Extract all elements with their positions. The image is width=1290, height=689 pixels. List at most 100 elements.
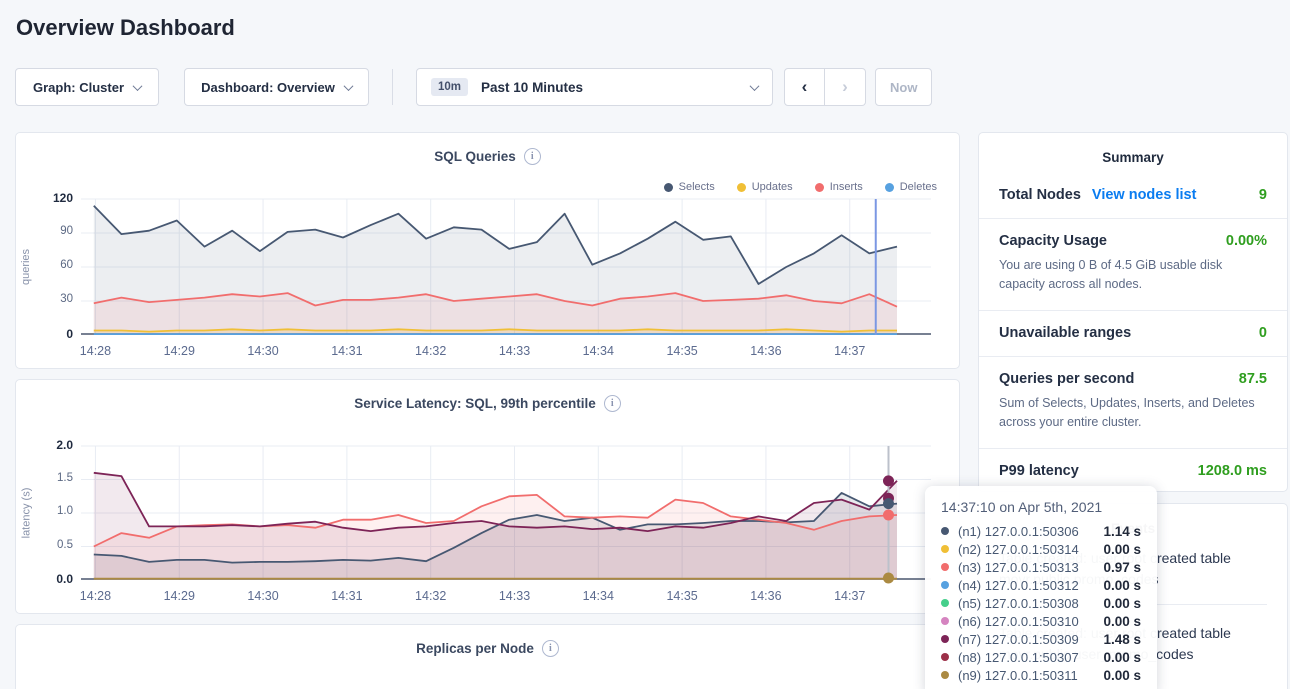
tooltip-timestamp: 14:37:10 on Apr 5th, 2021 xyxy=(941,499,1141,515)
summary-row-label: P99 latency xyxy=(999,463,1079,479)
x-tick-label: 14:31 xyxy=(331,589,362,603)
series-color-dot xyxy=(941,635,949,643)
x-tick-label: 14:28 xyxy=(80,589,111,603)
x-tick-label: 14:36 xyxy=(750,589,781,603)
summary-row-value: 1208.0 ms xyxy=(1198,463,1267,479)
tooltip-node-label: (n5) 127.0.0.1:50308 xyxy=(958,596,1103,611)
tooltip-row: (n1) 127.0.0.1:503061.14 s xyxy=(941,522,1141,540)
tooltip-row: (n7) 127.0.0.1:503091.48 s xyxy=(941,630,1141,648)
tooltip-node-label: (n9) 127.0.0.1:50311 xyxy=(958,668,1103,683)
x-tick-label: 14:29 xyxy=(164,589,195,603)
series-color-dot xyxy=(941,581,949,589)
sql-queries-plot[interactable]: 030609012014:2814:2914:3014:3114:3214:33… xyxy=(81,199,931,335)
service-latency-chart-card: Service Latency: SQL, 99th percentile i … xyxy=(15,379,960,614)
chevron-down-icon xyxy=(133,81,143,91)
tooltip-row: (n5) 127.0.0.1:503080.00 s xyxy=(941,594,1141,612)
info-icon[interactable]: i xyxy=(604,395,621,412)
service-latency-plot[interactable]: 0.00.51.01.52.014:2814:2914:3014:3114:32… xyxy=(81,446,931,580)
y-axis-label: latency (s) xyxy=(19,446,33,580)
time-prev-button[interactable]: ‹ xyxy=(784,68,825,106)
chart-canvas xyxy=(81,199,931,335)
tooltip-node-value: 1.14 s xyxy=(1103,524,1141,539)
time-range-badge: 10m xyxy=(431,78,468,96)
tooltip-row: (n9) 127.0.0.1:503110.00 s xyxy=(941,666,1141,684)
summary-row-label: Queries per second xyxy=(999,371,1134,387)
controls-bar: Graph: Cluster Dashboard: Overview 10m P… xyxy=(15,68,1275,106)
tooltip-node-label: (n1) 127.0.0.1:50306 xyxy=(958,524,1103,539)
chart-hover-tooltip: 14:37:10 on Apr 5th, 2021 (n1) 127.0.0.1… xyxy=(925,486,1157,689)
hover-dot xyxy=(883,510,894,521)
x-tick-label: 14:35 xyxy=(666,344,697,358)
legend-dot xyxy=(737,183,746,192)
series-color-dot xyxy=(941,617,949,625)
legend-item-updates[interactable]: Updates xyxy=(737,181,793,193)
summary-row-value: 87.5 xyxy=(1239,371,1267,387)
hover-dot xyxy=(883,498,894,509)
x-tick-label: 14:36 xyxy=(750,344,781,358)
hover-dot xyxy=(883,572,894,583)
chart-canvas xyxy=(81,446,931,580)
tooltip-node-label: (n3) 127.0.0.1:50313 xyxy=(958,560,1103,575)
x-tick-label: 14:33 xyxy=(499,589,530,603)
y-tick-label: 0.0 xyxy=(33,572,73,586)
view-nodes-list-link[interactable]: View nodes list xyxy=(1092,187,1197,203)
legend-item-selects[interactable]: Selects xyxy=(664,181,715,193)
y-tick-label: 0 xyxy=(33,327,73,341)
y-tick-label: 2.0 xyxy=(33,438,73,452)
charts-column: SQL Queries i Selects Updates Inserts Delet… xyxy=(15,132,960,689)
summary-row-head: Unavailable ranges0 xyxy=(999,325,1267,341)
x-tick-label: 14:29 xyxy=(164,344,195,358)
sql-queries-chart-title: SQL Queries xyxy=(434,149,516,164)
tooltip-node-value: 0.00 s xyxy=(1103,578,1141,593)
y-tick-label: 30 xyxy=(33,293,73,305)
time-range-dropdown[interactable]: 10m Past 10 Minutes xyxy=(416,68,773,106)
dashboard-label: Dashboard: Overview xyxy=(201,80,335,95)
y-tick-label: 1.5 xyxy=(33,472,73,484)
x-tick-label: 14:30 xyxy=(247,344,278,358)
x-tick-label: 14:32 xyxy=(415,344,446,358)
time-now-button[interactable]: Now xyxy=(875,68,932,106)
x-tick-label: 14:37 xyxy=(834,344,865,358)
legend-label: Selects xyxy=(679,181,715,193)
x-tick-label: 14:34 xyxy=(583,589,614,603)
x-tick-label: 14:32 xyxy=(415,589,446,603)
replicas-chart-title: Replicas per Node xyxy=(416,641,534,656)
summary-row-label: Total Nodes xyxy=(999,187,1081,203)
series-color-dot xyxy=(941,671,949,679)
legend-dot xyxy=(664,183,673,192)
y-axis-label: queries xyxy=(19,199,33,335)
legend-label: Deletes xyxy=(900,181,937,193)
sql-queries-chart-card: SQL Queries i Selects Updates Inserts Delet… xyxy=(15,132,960,369)
legend-item-inserts[interactable]: Inserts xyxy=(815,181,863,193)
y-tick-label: 90 xyxy=(33,225,73,237)
x-tick-label: 14:33 xyxy=(499,344,530,358)
x-tick-label: 14:28 xyxy=(80,344,111,358)
replicas-per-node-chart-card: Replicas per Node i xyxy=(15,624,960,689)
time-next-button[interactable]: › xyxy=(825,68,866,106)
series-color-dot xyxy=(941,653,949,661)
summary-row-value: 0.00% xyxy=(1226,233,1267,249)
series-color-dot xyxy=(941,599,949,607)
info-icon[interactable]: i xyxy=(524,148,541,165)
tooltip-node-label: (n8) 127.0.0.1:50307 xyxy=(958,650,1103,665)
tooltip-node-label: (n6) 127.0.0.1:50310 xyxy=(958,614,1103,629)
series-fill xyxy=(94,293,897,335)
series-color-dot xyxy=(941,527,949,535)
tooltip-node-value: 0.00 s xyxy=(1103,542,1141,557)
graph-scope-dropdown[interactable]: Graph: Cluster xyxy=(15,68,159,106)
series-color-dot xyxy=(941,545,949,553)
summary-row: Queries per second87.5Sum of Selects, Up… xyxy=(979,356,1287,448)
summary-row-label: Capacity Usage xyxy=(999,233,1107,249)
legend-label: Inserts xyxy=(830,181,863,193)
series-color-dot xyxy=(941,563,949,571)
tooltip-node-label: (n4) 127.0.0.1:50312 xyxy=(958,578,1103,593)
legend-item-deletes[interactable]: Deletes xyxy=(885,181,937,193)
chevron-down-icon xyxy=(343,81,353,91)
x-tick-label: 14:34 xyxy=(583,344,614,358)
summary-row-head: Total NodesView nodes list9 xyxy=(999,187,1267,203)
tooltip-node-value: 0.00 s xyxy=(1103,614,1141,629)
info-icon[interactable]: i xyxy=(542,640,559,657)
y-tick-label: 1.0 xyxy=(33,505,73,517)
dashboard-dropdown[interactable]: Dashboard: Overview xyxy=(184,68,369,106)
summary-title: Summary xyxy=(979,133,1287,173)
